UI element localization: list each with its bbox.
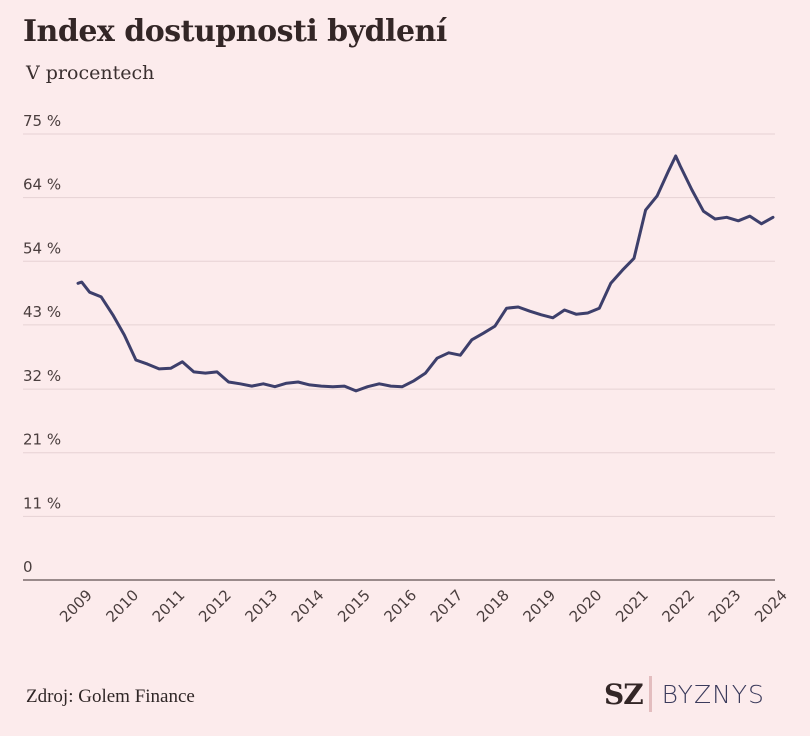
x-tick-label: 2021 (612, 586, 652, 626)
x-tick-label: 2019 (519, 586, 559, 626)
logo-divider (648, 676, 652, 712)
series-group (76, 154, 775, 393)
x-tick-label: 2015 (334, 586, 374, 626)
x-tick-label: 2010 (102, 586, 142, 626)
grid-lines (23, 133, 775, 517)
x-tick-label: 2020 (566, 586, 606, 626)
y-tick-label: 54 % (23, 239, 61, 257)
y-tick-label: 11 % (23, 494, 61, 512)
chart-title: Index dostupnosti bydlení (23, 14, 447, 49)
x-axis-ticks: 2009 2010 2011 2012 2013 2014 2015 2016 2017 2018… (56, 586, 791, 626)
x-tick-label: 2018 (473, 586, 513, 626)
source-note: Zdroj: Golem Finance (26, 686, 195, 707)
line-chart: 011 %21 %32 %43 %54 %64 %75 % 2009 2010 20… (23, 112, 791, 626)
x-tick-label: 2011 (149, 586, 189, 626)
x-tick-label: 2012 (195, 586, 235, 626)
y-tick-label: 32 % (23, 367, 61, 385)
y-tick-label: 43 % (23, 303, 61, 321)
x-tick-label: 2016 (380, 586, 420, 626)
logo-byznys: BYZNYS (661, 679, 765, 709)
logo-sz: SZ (604, 677, 644, 711)
x-tick-label: 2013 (241, 586, 281, 626)
y-tick-label: 75 % (23, 112, 61, 130)
brand-logo: SZ BYZNYS (604, 674, 765, 714)
y-tick-label: 64 % (23, 176, 61, 194)
x-tick-label: 2022 (658, 586, 698, 626)
x-tick-label: 2023 (705, 586, 745, 626)
y-axis-ticks: 0 11 % 21 % 32 % 43 % 54 % 64 % 75 % (23, 112, 61, 576)
x-tick-label: 2009 (56, 586, 96, 626)
series-line (76, 154, 775, 393)
x-tick-label: 2024 (751, 586, 791, 626)
x-tick-label: 2017 (427, 586, 467, 626)
y-tick-label: 0 (23, 558, 33, 576)
y-tick-label: 21 % (23, 431, 61, 449)
chart-subtitle: V procentech (26, 62, 155, 84)
x-tick-label: 2014 (288, 586, 328, 626)
